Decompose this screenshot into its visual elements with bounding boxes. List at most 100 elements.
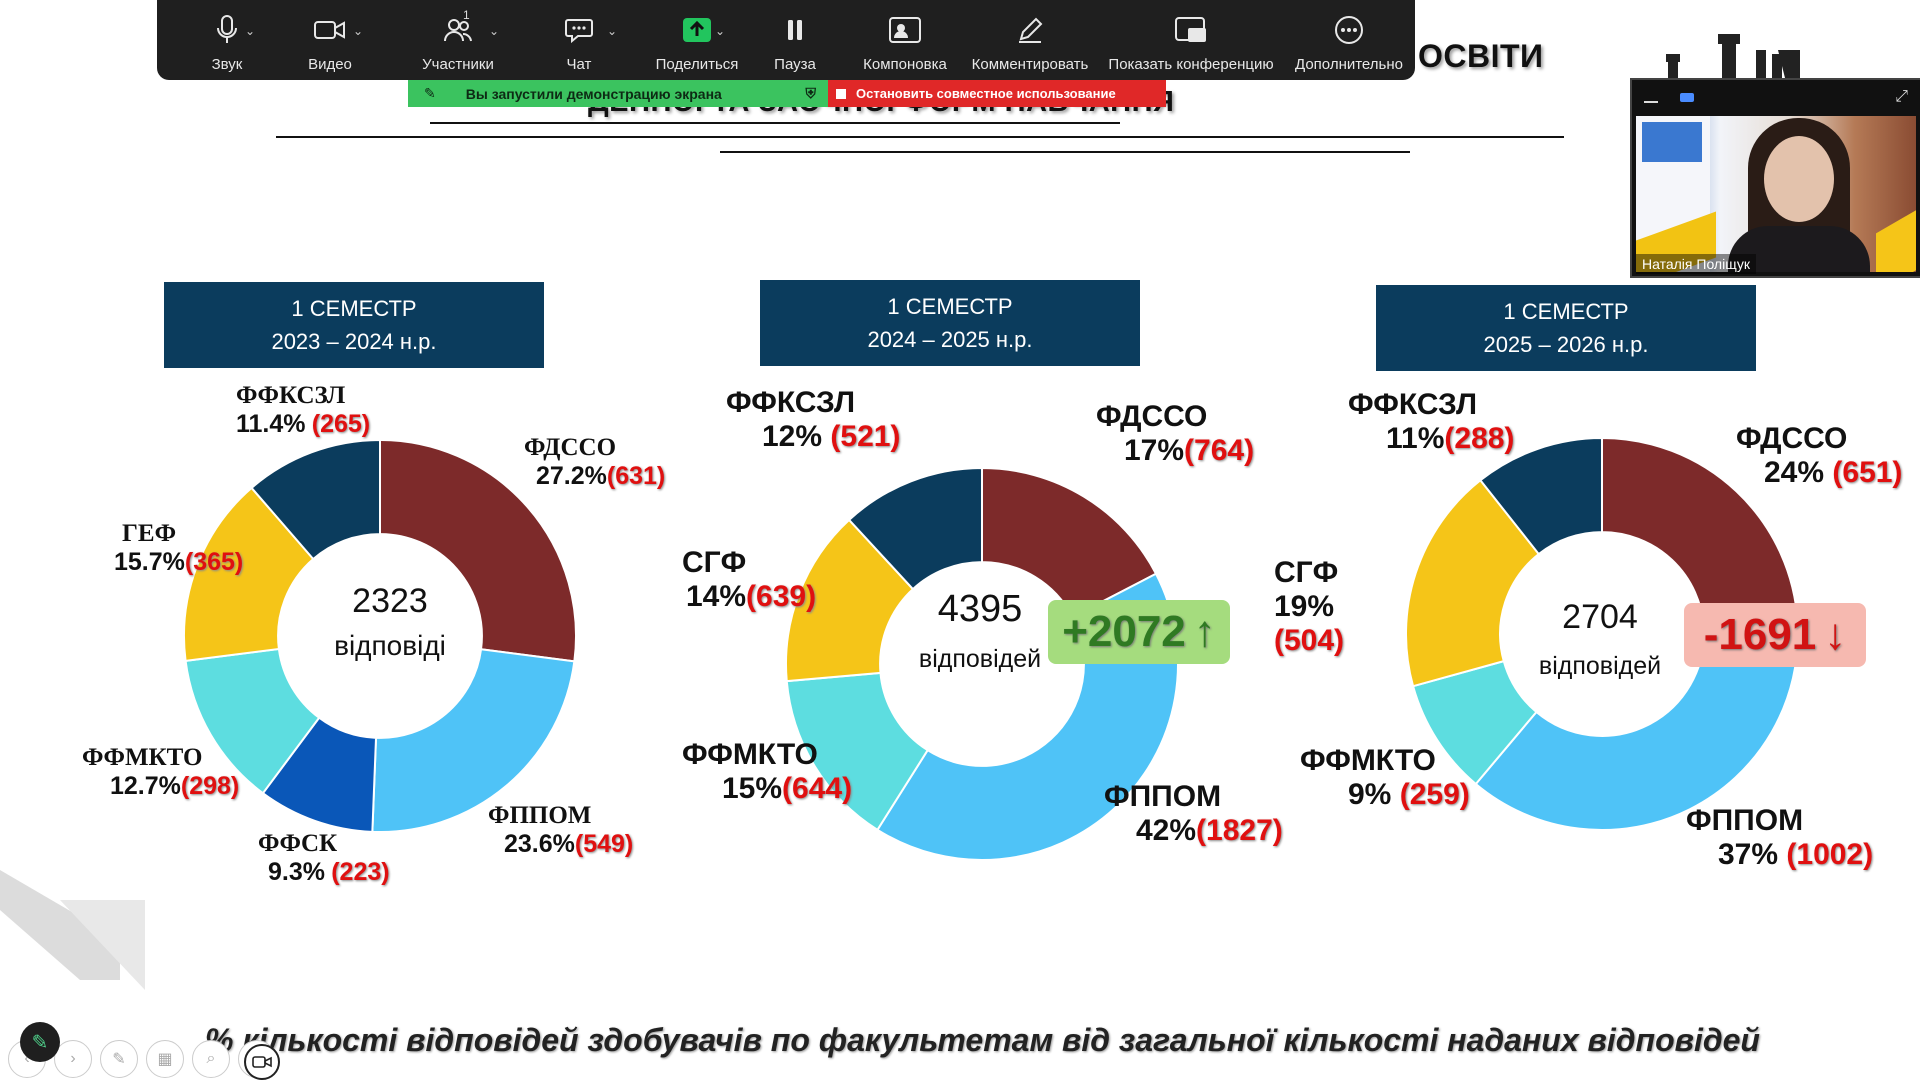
total-responses-label: відповідей <box>1538 652 1662 680</box>
video-view-icon[interactable] <box>1680 92 1694 102</box>
total-responses-2023: 2323 <box>352 582 428 620</box>
donut-slice-ффксзл <box>847 466 983 591</box>
slice-label-ffmkto: ФФМКТО 9% (259) <box>1300 744 1470 811</box>
participants-label: Участники <box>422 56 494 73</box>
pause-share-button[interactable]: Пауза <box>760 0 830 80</box>
semester-header-2023: 1 СЕМЕСТР 2023 – 2024 н.р. <box>164 282 544 368</box>
delta-value: -1691 <box>1703 610 1817 659</box>
show-meeting-button[interactable]: Показать конференцию <box>1097 0 1285 80</box>
more-button[interactable]: Дополнительно <box>1287 0 1411 80</box>
audio-label: Звук <box>211 56 243 73</box>
person-body <box>1728 226 1870 272</box>
pause-label: Пауза <box>774 56 816 73</box>
slide-footer-caption: % кількості відповідей здобувачів по фак… <box>205 1022 1760 1058</box>
donut-slice-сгф <box>1405 478 1541 688</box>
minimize-icon[interactable] <box>1644 101 1658 103</box>
slides-grid-icon[interactable]: ▦ <box>146 1040 184 1078</box>
slice-label-fppom: ФППОМ 42%(1827) <box>1104 780 1283 847</box>
university-logo-icon <box>1666 34 1800 90</box>
delta-increase-badge: +2072 ↑ <box>1048 600 1230 664</box>
layout-button[interactable]: Компоновка <box>849 0 961 80</box>
title-divider <box>276 136 1564 138</box>
annotate-button[interactable]: Комментировать <box>965 0 1095 80</box>
stop-share-label: Остановить совместное использование <box>856 86 1116 101</box>
title-divider-3 <box>430 122 1120 124</box>
video-camera-icon <box>313 10 347 50</box>
share-label: Поделиться <box>655 56 739 73</box>
participant-video-tile[interactable]: ⤢ Наталія Поліщук <box>1630 78 1920 278</box>
donut-slice-геф <box>183 486 315 663</box>
show-meeting-icon <box>1174 10 1208 50</box>
chat-options-chevron-icon[interactable]: ⌄ <box>607 24 618 38</box>
slice-label-ffkszl: ФФКСЗЛ 12% (521) <box>726 386 901 453</box>
more-label: Дополнительно <box>1295 56 1403 73</box>
share-options-chevron-icon[interactable]: ⌄ <box>715 24 726 38</box>
participants-count: 1 <box>463 8 470 22</box>
semester-year: 2025 – 2026 н.р. <box>1483 332 1649 357</box>
delta-value: +2072 <box>1062 607 1186 656</box>
expand-icon[interactable]: ⤢ <box>1895 88 1908 105</box>
semester-header-2025: 1 СЕМЕСТР 2025 – 2026 н.р. <box>1376 285 1756 371</box>
video-button[interactable]: Видео <box>295 0 365 80</box>
donut-slice-фдссо <box>379 438 577 663</box>
layout-label: Компоновка <box>863 56 947 73</box>
more-icon <box>1334 10 1364 50</box>
slice-label-fdsso: ФДССО 24% (651) <box>1736 422 1903 489</box>
stop-share-button[interactable]: Остановить совместное использование <box>828 80 1166 107</box>
slice-label-ffmkto: ФФМКТО 12.7%(298) <box>82 744 240 800</box>
pen-icon: ✎ <box>424 85 436 101</box>
participants-icon <box>443 10 473 50</box>
next-slide-icon[interactable]: › <box>54 1040 92 1078</box>
delta-decrease-badge: -1691 ↓ <box>1684 603 1866 667</box>
audio-options-chevron-icon[interactable]: ⌄ <box>245 24 256 38</box>
semester-year: 2023 – 2024 н.р. <box>271 329 437 354</box>
screen-share-notice: ✎ Вы запустили демонстрацию экрана ⛨ <box>408 80 828 107</box>
slice-label-fdsso: ФДССО 27.2%(631) <box>524 434 666 490</box>
semester-title: 1 СЕМЕСТР <box>887 294 1013 319</box>
semester-title: 1 СЕМЕСТР <box>1503 299 1629 324</box>
total-responses-label: відповіді <box>334 630 446 661</box>
chat-button[interactable]: Чат <box>549 0 609 80</box>
total-responses-2025: 2704 <box>1562 598 1638 636</box>
donut-slice-ффксзл <box>250 438 381 561</box>
share-screen-button[interactable]: Поделиться <box>637 0 757 80</box>
total-responses-2024: 4395 <box>937 588 1023 630</box>
semester-year: 2024 – 2025 н.р. <box>867 327 1033 352</box>
video-label: Видео <box>308 56 352 73</box>
slice-label-gef: ГЕФ 15.7%(365) <box>114 520 244 576</box>
microphone-icon <box>214 10 240 50</box>
person-face <box>1764 136 1834 222</box>
donut-chart-2023 <box>183 438 577 833</box>
arrow-down-icon: ↓ <box>1824 610 1847 659</box>
chat-label: Чат <box>566 56 592 73</box>
video-options-chevron-icon[interactable]: ⌄ <box>353 24 364 38</box>
annotation-pen-button[interactable]: ✎ <box>20 1022 60 1062</box>
camera-icon[interactable] <box>244 1044 280 1080</box>
layout-icon <box>888 10 922 50</box>
audio-button[interactable]: Звук <box>197 0 257 80</box>
semester-header-2024: 1 СЕМЕСТР 2024 – 2025 н.р. <box>760 280 1140 366</box>
donut-slice-фппом <box>1474 621 1799 831</box>
slide-title-line1: ОСВІТИ <box>1418 38 1544 74</box>
donut-slice-фдссо <box>981 466 1158 619</box>
pen-tool-icon[interactable]: ✎ <box>100 1040 138 1078</box>
stop-square-icon <box>836 88 846 99</box>
video-tile-header: ⤢ <box>1632 80 1920 114</box>
semester-title: 1 СЕМЕСТР <box>291 296 417 321</box>
slice-label-ffkszl: ФФКСЗЛ 11%(288) <box>1348 388 1515 455</box>
participants-options-chevron-icon[interactable]: ⌄ <box>489 24 500 38</box>
zoom-meeting-toolbar: Звук ⌄ Видео ⌄ Участники 1 ⌄ Чат ⌄ Подел… <box>157 0 1415 80</box>
slice-label-fdsso: ФДССО 17%(764) <box>1096 400 1255 467</box>
pause-icon <box>784 10 806 50</box>
arrow-up-icon: ↑ <box>1193 607 1216 656</box>
show-meeting-label: Показать конференцию <box>1108 56 1274 73</box>
slice-label-ffsk: ФФСК 9.3% (223) <box>258 830 390 886</box>
zoom-icon[interactable]: ⌕ <box>192 1040 230 1078</box>
donut-slice-ффксзл <box>1479 436 1603 556</box>
participant-name: Наталія Поліщук <box>1636 254 1757 274</box>
share-screen-icon <box>681 10 713 50</box>
participants-button[interactable]: Участники <box>403 0 513 80</box>
title-divider-2 <box>720 151 1410 153</box>
slice-label-sgf: СГФ 14%(639) <box>682 546 817 613</box>
chat-icon <box>564 10 594 50</box>
